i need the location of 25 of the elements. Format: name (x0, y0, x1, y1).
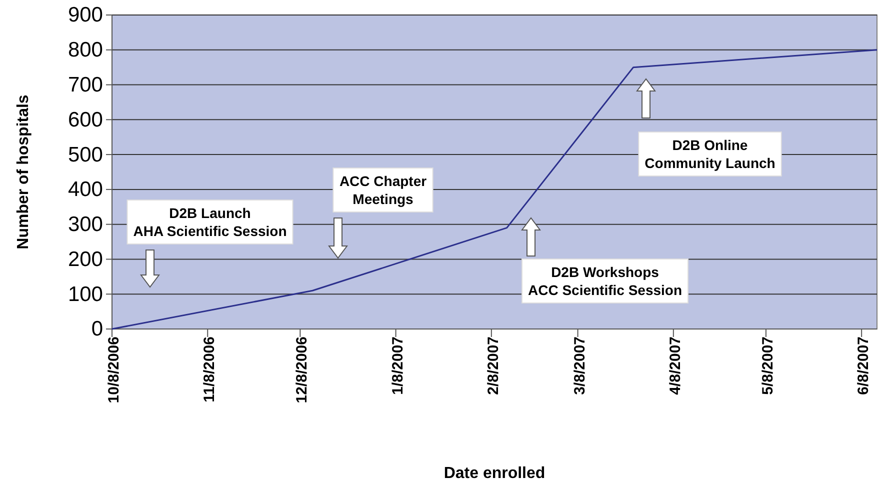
x-tick-label: 4/8/2007 (666, 336, 684, 395)
annotation: D2B Online Community Launch (644, 137, 776, 171)
y-tick-label: 600 (68, 108, 103, 132)
y-tick-label: 0 (91, 318, 103, 341)
x-tick-label: 6/8/2007 (855, 336, 872, 395)
annotation: ACC Chapter Meetings (339, 173, 428, 207)
y-tick-label: 100 (68, 282, 103, 306)
x-tick-label: 5/8/2007 (759, 336, 776, 395)
x-tick-label: 10/8/2006 (106, 336, 122, 404)
x-tick-label: 3/8/2007 (571, 336, 588, 395)
y-tick-label: 900 (68, 4, 103, 27)
x-tick-label: 11/8/2006 (201, 336, 218, 402)
y-tick-label: 300 (68, 213, 103, 236)
annotation: D2B Launch AHA Scientific Session (133, 205, 287, 239)
y-tick-label: 800 (68, 38, 103, 62)
y-tick-label: 700 (68, 74, 103, 96)
y-tick-label: 200 (68, 248, 103, 271)
x-tick-label: 1/8/2007 (389, 336, 406, 395)
x-axis-title: Date enrolled (444, 465, 546, 482)
y-tick-label: 400 (68, 178, 103, 202)
y-tick-label: 500 (68, 143, 103, 166)
y-axis-title: Number of hospitals (15, 94, 32, 250)
annotation: D2B Workshops ACC Scientific Session (528, 264, 682, 298)
x-tick-label: 2/8/2007 (484, 336, 502, 395)
x-tick-label: 12/8/2006 (294, 336, 311, 404)
